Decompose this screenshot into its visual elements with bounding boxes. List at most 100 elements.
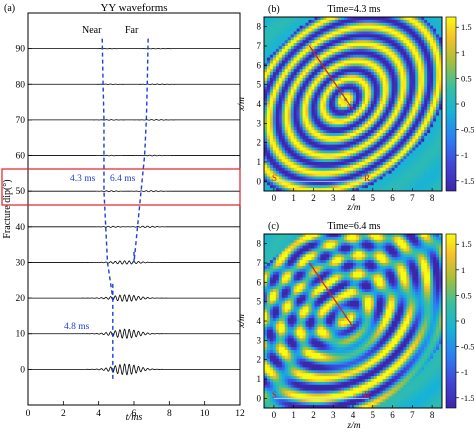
wavefield-cell	[364, 101, 369, 105]
wavefield-cell	[275, 167, 280, 172]
wavefield-cell	[397, 51, 401, 56]
wavefield-cell	[266, 43, 271, 47]
wavefield-cell	[287, 185, 292, 189]
wavefield-cell	[424, 86, 428, 90]
wavefield-cell	[388, 19, 392, 24]
wavefield-cell	[320, 164, 324, 169]
wavefield-cell	[361, 156, 366, 160]
wavefield-cell	[266, 315, 271, 319]
waveform-trace-60	[28, 154, 240, 157]
wavefield-cell	[290, 17, 295, 21]
wavefield-cell	[433, 164, 437, 169]
wavefield-cell	[385, 63, 389, 67]
wavefield-cell	[278, 98, 283, 102]
wavefield-cell	[329, 109, 333, 114]
wavefield-cell	[350, 77, 354, 82]
wavefield-cell	[397, 28, 401, 32]
wavefield-cell	[361, 43, 366, 47]
wavefield-cell	[373, 179, 378, 183]
wavefield-cell	[281, 46, 286, 50]
wavefield-cell	[326, 164, 330, 169]
wavefield-cell	[376, 57, 381, 61]
wavefield-cell	[400, 141, 404, 145]
wavefield-cell	[284, 34, 289, 38]
wavefield-cell	[269, 399, 274, 403]
wavefield-cell	[264, 300, 268, 304]
wavefield-cell	[284, 153, 289, 157]
wavefield-cell	[347, 147, 351, 151]
wavefield-cell	[427, 75, 431, 79]
wavefield-cell	[347, 22, 351, 27]
wavefield-cell	[329, 89, 333, 93]
wavefield-cell	[320, 54, 324, 58]
wavefield-cell	[287, 17, 292, 21]
wavefield-cell	[317, 98, 321, 102]
wavefield-cell	[311, 133, 315, 137]
wavefield-cell	[296, 115, 300, 119]
wavefield-cell	[415, 83, 419, 87]
wavefield-cell	[439, 92, 442, 96]
wavefield-cell	[385, 153, 389, 157]
wavefield-cell	[409, 176, 413, 180]
wavefield-cell	[314, 332, 318, 336]
wavefield-cell	[332, 156, 336, 160]
wavefield-cell	[347, 156, 351, 160]
wavefield-cell	[287, 234, 292, 238]
wavefield-cell	[269, 361, 274, 365]
wavefield-cell	[335, 121, 339, 125]
wavefield-cell	[376, 159, 381, 163]
wavefield-cell	[406, 112, 410, 116]
wavefield-cell	[347, 98, 351, 102]
wavefield-cell	[290, 352, 295, 357]
wavefield-cell	[290, 306, 295, 310]
wavefield-cell	[284, 321, 289, 325]
wavefield-cell	[424, 28, 428, 32]
wavefield-cell	[355, 124, 360, 128]
wavefield-cell	[296, 300, 300, 304]
wavefield-cell	[287, 83, 292, 87]
wavefield-cell	[269, 31, 274, 35]
wavefield-cell	[338, 31, 342, 35]
wavefield-cell	[335, 138, 339, 143]
wavefield-cell	[385, 89, 389, 93]
wavefield-cell	[287, 376, 292, 380]
wavefield-cell	[388, 138, 392, 143]
wavefield-cell	[278, 381, 283, 386]
wavefield-cell	[275, 274, 280, 278]
panel-a-title: YY waveforms	[100, 2, 167, 14]
wavefield-cell	[264, 248, 268, 252]
wavefield-cell	[379, 57, 384, 61]
wavefield-cell	[290, 265, 295, 270]
wavefield-cell	[385, 43, 389, 47]
wavefield-cell	[406, 31, 410, 35]
wavefield-cell	[382, 54, 387, 58]
wavefield-cell	[338, 135, 342, 140]
wavefield-cell	[350, 133, 354, 137]
wavefield-cell	[320, 347, 324, 351]
wavefield-cell	[290, 376, 295, 380]
wavefield-cell	[278, 303, 283, 307]
wavefield-cell	[358, 31, 363, 35]
wavefield-cell	[403, 135, 407, 140]
wavefield-cell	[287, 48, 292, 53]
wavefield-cell	[379, 185, 384, 189]
wavefield-cell	[424, 188, 428, 191]
wavefield-cell	[311, 37, 315, 41]
wavefield-cell	[314, 265, 318, 270]
wavefield-cell	[344, 25, 348, 29]
wavefield-cell	[264, 106, 268, 111]
wavefield-cell	[281, 141, 286, 145]
wavefield-cell	[308, 156, 312, 160]
wavefield-cell	[436, 185, 440, 189]
wavefield-cell	[379, 176, 384, 180]
wavefield-cell	[281, 101, 286, 105]
wavefield-cell	[278, 43, 283, 47]
wavefield-cell	[353, 164, 357, 169]
wavefield-cell	[317, 167, 321, 172]
wavefield-cell	[361, 75, 366, 79]
wavefield-cell	[367, 48, 372, 53]
wavefield-cell	[305, 303, 309, 307]
wavefield-cell	[308, 335, 312, 339]
wavefield-cell	[329, 159, 333, 163]
wavefield-cell	[406, 106, 410, 111]
